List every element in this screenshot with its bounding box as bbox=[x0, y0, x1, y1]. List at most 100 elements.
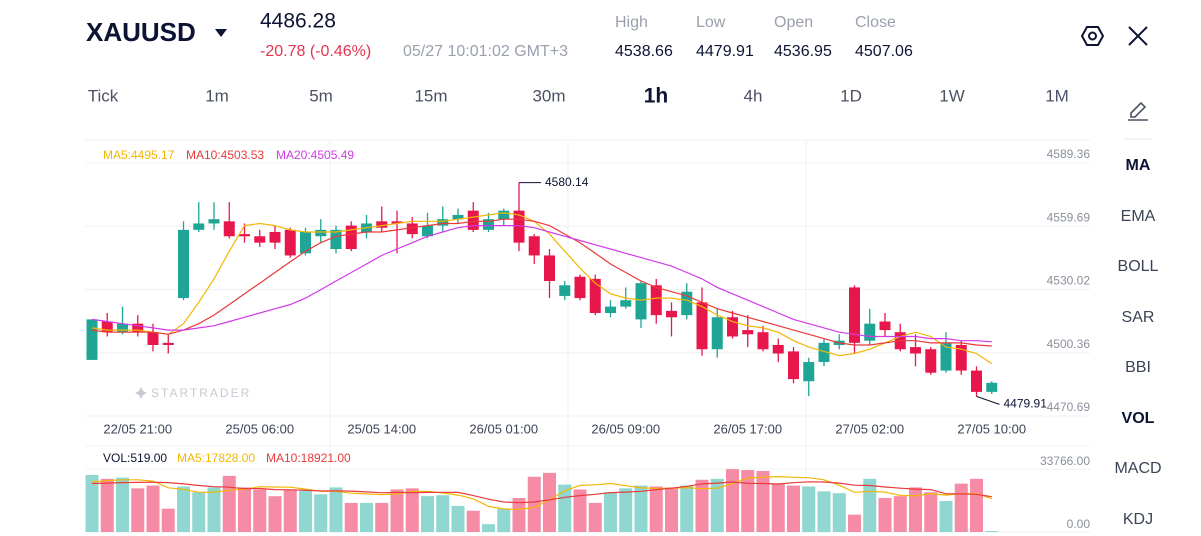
candle-body bbox=[574, 276, 586, 299]
indicator[interactable]: VOL bbox=[1122, 410, 1155, 427]
timeframe[interactable]: 1D bbox=[840, 86, 862, 105]
legend-entry: MA10:4503.53 bbox=[186, 148, 264, 162]
volume-bar bbox=[939, 501, 953, 532]
candle-body bbox=[437, 219, 449, 226]
timeframe[interactable]: 1M bbox=[1045, 86, 1069, 105]
volume-bar bbox=[665, 487, 678, 532]
candle-body bbox=[269, 231, 281, 243]
indicator[interactable]: EMA bbox=[1121, 208, 1156, 225]
x-tick-label: 26/05 09:00 bbox=[591, 421, 660, 436]
candle-body bbox=[284, 229, 296, 256]
timeframe-selected[interactable]: 1h bbox=[644, 85, 669, 108]
stat-value: 4536.95 bbox=[774, 43, 832, 60]
volume-bar bbox=[771, 483, 785, 532]
volume-bar bbox=[863, 478, 877, 532]
volume-bar bbox=[329, 487, 343, 532]
indicator[interactable]: BOLL bbox=[1118, 258, 1159, 275]
annotation-label: 4479.91 bbox=[1004, 397, 1048, 411]
volume-bar bbox=[421, 496, 434, 532]
volume-bar bbox=[360, 502, 373, 532]
candle-body bbox=[117, 323, 128, 333]
current-price: 4486.28 bbox=[260, 10, 336, 33]
volume-bar bbox=[634, 485, 648, 532]
legend-entry: MA20:4505.49 bbox=[276, 148, 354, 162]
y-tick-label: 4500.36 bbox=[1047, 337, 1091, 351]
volume-bar bbox=[619, 488, 633, 532]
volume-bar bbox=[146, 485, 160, 532]
settings-button[interactable] bbox=[1080, 26, 1105, 46]
indicator-sidebar: MA EMA BOLL SAR BBI VOL MACD KDJ bbox=[1114, 157, 1161, 528]
timeframe[interactable]: Tick bbox=[88, 86, 119, 105]
volume-bar bbox=[100, 478, 114, 532]
y-tick-label: 4559.69 bbox=[1047, 210, 1091, 224]
candle-body bbox=[193, 223, 205, 230]
volume-bar bbox=[497, 508, 511, 532]
annotation-label: 4580.14 bbox=[545, 175, 589, 189]
volume-bar bbox=[85, 474, 99, 532]
symbol[interactable]: XAUUSD bbox=[86, 17, 196, 47]
timeframe[interactable]: 5m bbox=[309, 86, 333, 105]
y-tick-label: 4470.69 bbox=[1047, 400, 1091, 414]
timeframe[interactable]: 1W bbox=[939, 86, 965, 105]
volume-bar bbox=[116, 477, 129, 532]
stat-label: Open bbox=[774, 14, 813, 31]
volume-bar bbox=[527, 476, 541, 532]
indicator[interactable]: MA bbox=[1126, 157, 1151, 174]
draw-tool-button[interactable] bbox=[1128, 101, 1148, 121]
symbol-dropdown[interactable] bbox=[215, 29, 227, 37]
candle-body bbox=[650, 285, 662, 316]
volume-bar bbox=[817, 491, 831, 532]
ma-line bbox=[91, 212, 993, 365]
volume-bar bbox=[695, 479, 709, 532]
candle-body bbox=[513, 210, 525, 243]
volume-bar bbox=[878, 498, 892, 532]
candle-body bbox=[498, 210, 510, 220]
candle-body bbox=[971, 370, 982, 392]
volume-bar bbox=[848, 514, 861, 532]
candle-body bbox=[559, 285, 571, 296]
candle-body bbox=[422, 225, 433, 237]
candle-body bbox=[345, 225, 357, 250]
timeframe-bar: Tick 1m 5m 15m 30m 1h 4h 1D 1W 1M bbox=[88, 85, 1069, 108]
candle-body bbox=[986, 382, 998, 392]
candle-body bbox=[254, 236, 266, 243]
indicator[interactable]: SAR bbox=[1122, 309, 1155, 326]
volume-bar bbox=[375, 502, 389, 532]
volume-bar bbox=[893, 496, 907, 532]
watermark: STARTRADER bbox=[135, 386, 249, 400]
volume-bar bbox=[756, 470, 770, 532]
stat-value: 4507.06 bbox=[855, 43, 913, 60]
candle-body bbox=[910, 347, 921, 354]
candle-body bbox=[483, 219, 494, 230]
x-tick-label: 25/05 06:00 bbox=[225, 421, 294, 436]
timeframe[interactable]: 30m bbox=[532, 86, 565, 105]
volume-bar bbox=[299, 489, 312, 532]
close-button[interactable] bbox=[1128, 26, 1148, 46]
volume-bar bbox=[131, 488, 145, 532]
stat-value: 4479.91 bbox=[696, 43, 754, 60]
volume-bar bbox=[741, 470, 755, 532]
candle-body bbox=[452, 214, 464, 220]
volume-bar bbox=[985, 531, 999, 532]
candle-body bbox=[132, 323, 144, 333]
x-tick-label: 26/05 17:00 bbox=[713, 421, 782, 436]
volume-bar bbox=[192, 492, 206, 532]
candle-body bbox=[955, 344, 967, 371]
annotation-leader bbox=[976, 395, 1000, 405]
candle-body bbox=[620, 300, 632, 307]
volume-bar bbox=[451, 505, 465, 532]
volume-bar bbox=[573, 489, 587, 532]
legend-entry: MA5:4495.17 bbox=[103, 148, 175, 162]
volume-label: VOL:519.00 bbox=[103, 451, 167, 465]
volume-bar bbox=[161, 508, 175, 532]
timeframe[interactable]: 15m bbox=[414, 86, 447, 105]
candle-body bbox=[162, 342, 174, 345]
indicator[interactable]: KDJ bbox=[1123, 511, 1153, 528]
indicator[interactable]: MACD bbox=[1114, 460, 1161, 477]
timeframe[interactable]: 1m bbox=[205, 86, 229, 105]
candle-body bbox=[727, 317, 738, 337]
candle-body bbox=[864, 323, 876, 341]
indicator[interactable]: BBI bbox=[1125, 359, 1151, 376]
timeframe[interactable]: 4h bbox=[744, 86, 763, 105]
volume-bar bbox=[680, 485, 694, 532]
